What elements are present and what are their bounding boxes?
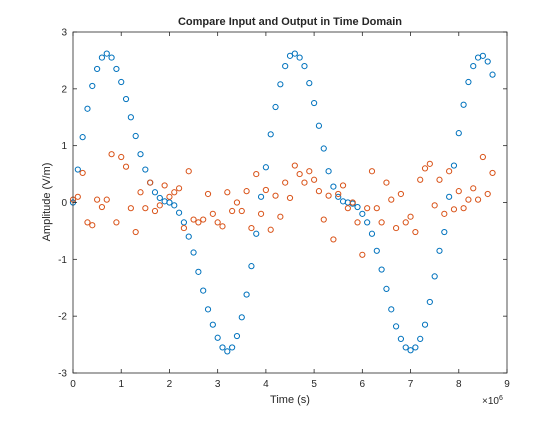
x-axis-exponent-base: ×10: [482, 396, 499, 407]
x-tick-label-9: 9: [504, 379, 510, 390]
x-tick-label-7: 7: [408, 379, 414, 390]
x-axis-label: Time (s): [270, 394, 310, 406]
x-tick-label-5: 5: [311, 379, 317, 390]
x-tick-label-6: 6: [360, 379, 366, 390]
y-tick-label-3: 0: [61, 198, 67, 209]
x-tick-label-1: 1: [118, 379, 124, 390]
x-tick-label-0: 0: [70, 379, 76, 390]
x-tick-label-2: 2: [167, 379, 173, 390]
y-tick-label-1: -2: [58, 312, 67, 323]
y-axis-label: Amplitude (V/m): [41, 163, 53, 242]
y-tick-label-4: 1: [61, 141, 67, 152]
plot-area-background: [73, 32, 507, 373]
x-axis-exponent-power: 6: [499, 395, 503, 402]
y-tick-label-6: 3: [61, 28, 67, 39]
chart-title: Compare Input and Output in Time Domain: [178, 16, 402, 28]
y-tick-label-0: -3: [58, 369, 67, 380]
x-tick-label-4: 4: [263, 379, 269, 390]
y-tick-label-2: -1: [58, 255, 67, 266]
x-axis-exponent: ×106: [482, 395, 503, 407]
y-tick-label-5: 2: [61, 84, 67, 95]
x-tick-label-3: 3: [215, 379, 221, 390]
x-tick-label-8: 8: [456, 379, 462, 390]
